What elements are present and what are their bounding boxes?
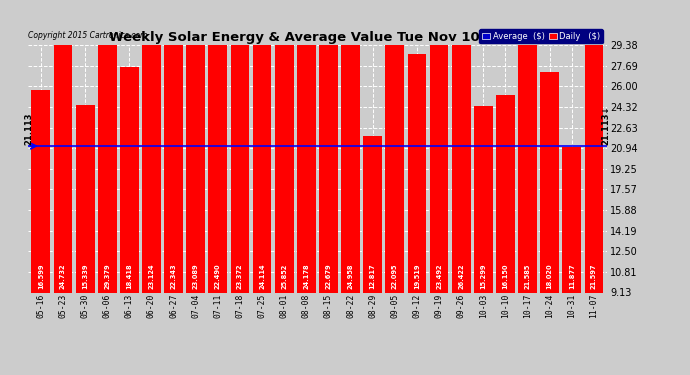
Text: 15.339: 15.339 bbox=[82, 263, 88, 289]
Bar bbox=[319, 15, 338, 292]
Text: 18.020: 18.020 bbox=[546, 263, 553, 289]
Text: 22.679: 22.679 bbox=[326, 263, 331, 289]
Text: 21.113↓: 21.113↓ bbox=[602, 105, 611, 145]
Text: 25.852: 25.852 bbox=[282, 264, 287, 289]
Bar bbox=[364, 136, 382, 292]
Text: 23.492: 23.492 bbox=[436, 263, 442, 289]
Bar bbox=[430, 5, 448, 292]
Text: 24.732: 24.732 bbox=[60, 263, 66, 289]
Text: 16.150: 16.150 bbox=[502, 263, 509, 289]
Bar bbox=[230, 7, 249, 292]
Bar bbox=[32, 90, 50, 292]
Text: 22.490: 22.490 bbox=[215, 263, 221, 289]
Bar bbox=[518, 28, 537, 292]
Text: 15.299: 15.299 bbox=[480, 263, 486, 289]
Text: 26.422: 26.422 bbox=[458, 263, 464, 289]
Bar bbox=[98, 0, 117, 292]
Bar bbox=[540, 72, 559, 292]
Bar bbox=[562, 147, 581, 292]
Text: 21.597: 21.597 bbox=[591, 263, 597, 289]
Text: 21.585: 21.585 bbox=[524, 264, 531, 289]
Bar bbox=[54, 0, 72, 292]
Text: 29.379: 29.379 bbox=[104, 263, 110, 289]
Text: 11.877: 11.877 bbox=[569, 263, 575, 289]
Title: Weekly Solar Energy & Average Value Tue Nov 10 16:39: Weekly Solar Energy & Average Value Tue … bbox=[108, 31, 526, 44]
Bar bbox=[120, 68, 139, 292]
Text: 21.113: 21.113 bbox=[24, 112, 33, 145]
Text: 24.178: 24.178 bbox=[304, 263, 309, 289]
Bar bbox=[164, 20, 183, 292]
Bar bbox=[474, 105, 493, 292]
Text: 24.114: 24.114 bbox=[259, 263, 265, 289]
Text: 23.089: 23.089 bbox=[193, 263, 199, 289]
Bar bbox=[76, 105, 95, 292]
Bar bbox=[208, 18, 227, 292]
Bar bbox=[452, 0, 471, 292]
Bar bbox=[142, 10, 161, 292]
Bar bbox=[275, 0, 294, 292]
Bar bbox=[386, 22, 404, 292]
Text: 12.817: 12.817 bbox=[370, 263, 376, 289]
Bar bbox=[253, 0, 271, 292]
Bar bbox=[408, 54, 426, 292]
Bar bbox=[584, 28, 603, 292]
Text: 24.958: 24.958 bbox=[348, 263, 353, 289]
Bar bbox=[496, 95, 515, 292]
Text: 22.095: 22.095 bbox=[392, 263, 398, 289]
Bar bbox=[186, 10, 205, 292]
Legend: Average  ($), Daily   ($): Average ($), Daily ($) bbox=[479, 29, 603, 44]
Text: 23.372: 23.372 bbox=[237, 263, 243, 289]
Text: 19.519: 19.519 bbox=[414, 263, 420, 289]
Bar bbox=[297, 0, 316, 292]
Text: 18.418: 18.418 bbox=[126, 263, 132, 289]
Text: 16.599: 16.599 bbox=[38, 263, 44, 289]
Bar bbox=[341, 0, 360, 292]
Text: 23.124: 23.124 bbox=[148, 263, 155, 289]
Text: Copyright 2015 Cartronics.com: Copyright 2015 Cartronics.com bbox=[28, 31, 147, 40]
Text: 22.343: 22.343 bbox=[170, 263, 177, 289]
